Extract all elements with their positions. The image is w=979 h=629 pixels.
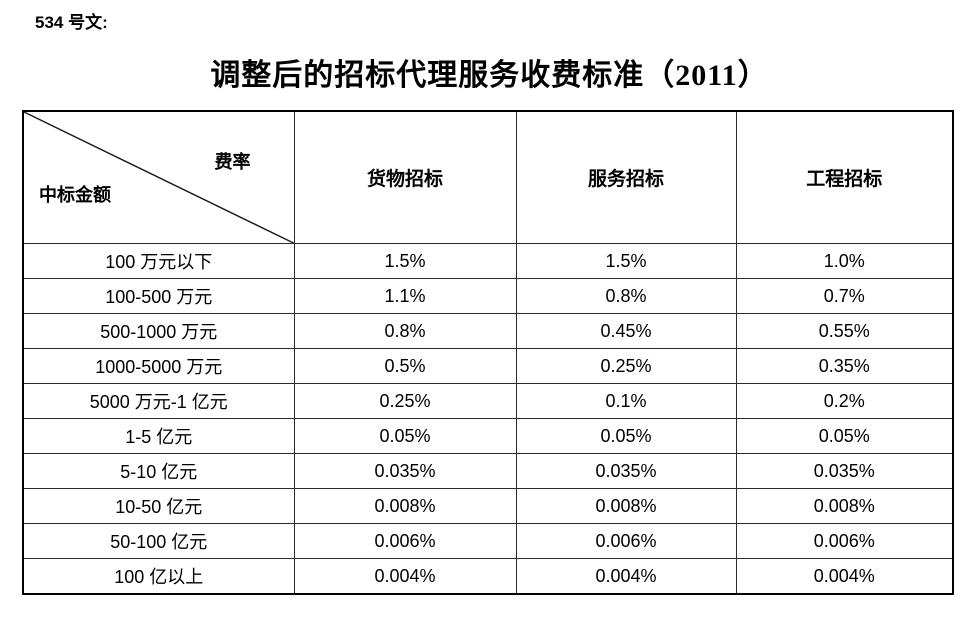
rate-cell: 0.004% <box>293 558 517 595</box>
page-title: 调整后的招标代理服务收费标准（2011） <box>210 59 769 92</box>
rate-cell: 0.004% <box>515 558 737 595</box>
rate-cell: 0.8% <box>515 278 737 314</box>
row-label: 100 万元以下 <box>22 243 295 279</box>
rate-cell: 0.008% <box>735 488 954 524</box>
corner-label-rate: 费率 <box>214 152 251 172</box>
rate-cell: 0.004% <box>735 558 954 595</box>
table-row: 100 亿以上 0.004% 0.004% 0.004% <box>22 558 954 595</box>
row-label: 5000 万元-1 亿元 <box>22 383 295 419</box>
rate-cell: 0.05% <box>515 418 737 454</box>
row-label: 50-100 亿元 <box>22 523 295 559</box>
row-label: 10-50 亿元 <box>22 488 295 524</box>
rate-cell: 0.7% <box>735 278 954 314</box>
rate-cell: 0.5% <box>293 348 517 384</box>
rate-cell: 0.008% <box>515 488 737 524</box>
rate-cell: 0.35% <box>735 348 954 384</box>
rate-cell: 0.25% <box>293 383 517 419</box>
rate-cell: 0.006% <box>735 523 954 559</box>
row-label: 5-10 亿元 <box>22 453 295 489</box>
doc-number-label: 534 号文: <box>35 13 108 32</box>
rate-cell: 0.05% <box>735 418 954 454</box>
column-header-services: 服务招标 <box>515 110 737 244</box>
table-row: 10-50 亿元 0.008% 0.008% 0.008% <box>22 488 954 524</box>
rate-cell: 0.035% <box>515 453 737 489</box>
fee-rate-table: 费率 中标金额 货物招标 服务招标 工程招标 100 万元以下 1.5% 1.5… <box>22 110 954 595</box>
rate-cell: 0.006% <box>515 523 737 559</box>
rate-cell: 1.5% <box>293 243 517 279</box>
row-label: 500-1000 万元 <box>22 313 295 349</box>
rate-cell: 0.25% <box>515 348 737 384</box>
table-row: 1000-5000 万元 0.5% 0.25% 0.35% <box>22 348 954 384</box>
row-label: 100-500 万元 <box>22 278 295 314</box>
rate-cell: 0.55% <box>735 313 954 349</box>
rate-cell: 1.5% <box>515 243 737 279</box>
rate-cell: 0.05% <box>293 418 517 454</box>
rate-cell: 0.1% <box>515 383 737 419</box>
rate-cell: 0.035% <box>735 453 954 489</box>
diagonal-divider-line <box>24 112 294 243</box>
rate-cell: 0.008% <box>293 488 517 524</box>
table-row: 50-100 亿元 0.006% 0.006% 0.006% <box>22 523 954 559</box>
rate-cell: 0.035% <box>293 453 517 489</box>
table-row: 100-500 万元 1.1% 0.8% 0.7% <box>22 278 954 314</box>
row-label: 1-5 亿元 <box>22 418 295 454</box>
corner-label-amount: 中标金额 <box>39 185 111 205</box>
table-row: 5000 万元-1 亿元 0.25% 0.1% 0.2% <box>22 383 954 419</box>
column-header-engineering: 工程招标 <box>735 110 954 244</box>
table-row: 1-5 亿元 0.05% 0.05% 0.05% <box>22 418 954 454</box>
column-header-goods: 货物招标 <box>293 110 517 244</box>
rate-cell: 0.8% <box>293 313 517 349</box>
table-row: 500-1000 万元 0.8% 0.45% 0.55% <box>22 313 954 349</box>
table-header-row: 费率 中标金额 货物招标 服务招标 工程招标 <box>22 110 954 244</box>
rate-cell: 1.0% <box>735 243 954 279</box>
row-label: 100 亿以上 <box>22 558 295 595</box>
rate-cell: 0.2% <box>735 383 954 419</box>
rate-cell: 1.1% <box>293 278 517 314</box>
row-label: 1000-5000 万元 <box>22 348 295 384</box>
diagonal-corner-cell: 费率 中标金额 <box>22 110 295 244</box>
table-row: 100 万元以下 1.5% 1.5% 1.0% <box>22 243 954 279</box>
rate-cell: 0.006% <box>293 523 517 559</box>
rate-cell: 0.45% <box>515 313 737 349</box>
table-row: 5-10 亿元 0.035% 0.035% 0.035% <box>22 453 954 489</box>
